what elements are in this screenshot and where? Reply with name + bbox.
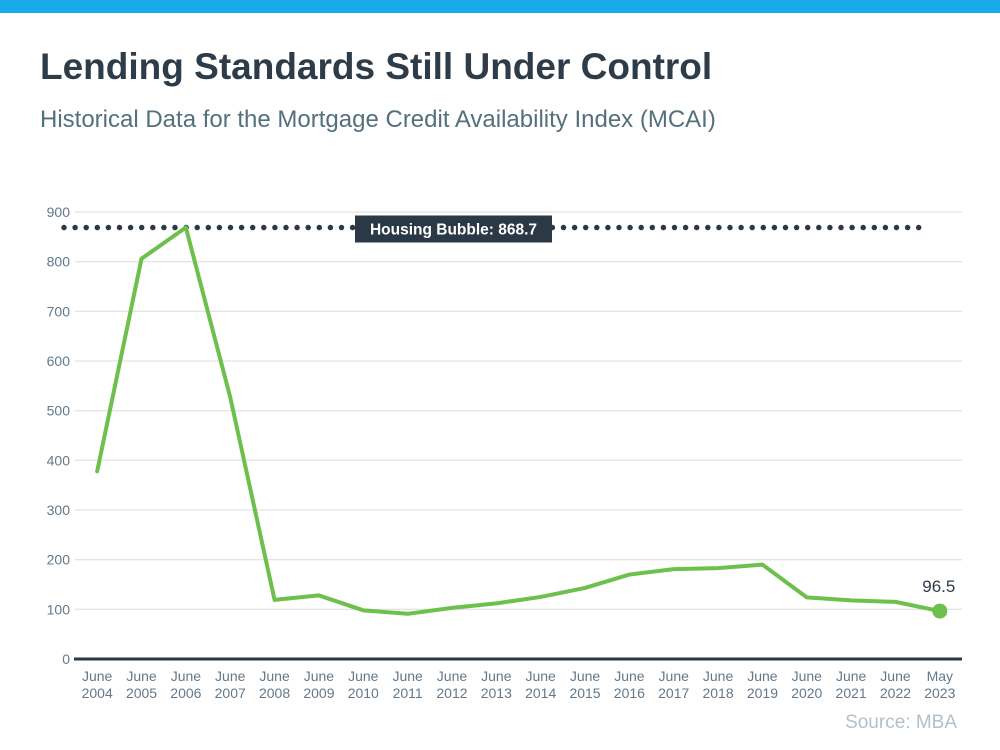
x-axis-tick-label: June 2007 — [215, 668, 246, 701]
y-axis-tick-label: 100 — [47, 601, 71, 617]
source-label: Source: MBA — [845, 712, 957, 733]
x-axis-tick-label: June 2019 — [747, 668, 778, 701]
x-axis-tick-label: June 2008 — [259, 668, 290, 701]
mcai-data-line — [95, 225, 942, 616]
page-subtitle: Historical Data for the Mortgage Credit … — [40, 106, 716, 133]
x-axis-tick-label: June 2013 — [481, 668, 512, 701]
y-axis-tick-label: 600 — [47, 353, 71, 369]
housing-bubble-label-text: Housing Bubble: 868.7 — [370, 222, 537, 239]
x-axis-tick-label: June 2006 — [170, 668, 201, 701]
y-axis-tick-label: 500 — [47, 403, 71, 419]
y-axis-tick-label: 700 — [47, 303, 71, 319]
x-axis-tick-label: June 2021 — [836, 668, 867, 701]
x-axis-tick-label: June 2015 — [569, 668, 600, 701]
x-axis-tick-label: June 2020 — [791, 668, 822, 701]
x-axis-tick-label: June 2012 — [436, 668, 467, 701]
end-value-label: 96.5 — [922, 577, 955, 596]
x-axis-tick-label: June 2009 — [303, 668, 334, 701]
x-axis-tick-label: June 2022 — [880, 668, 911, 701]
y-axis-tick-label: 200 — [47, 552, 71, 568]
y-axis-tick-label: 400 — [47, 452, 71, 468]
x-axis-tick-label: June 2016 — [614, 668, 645, 701]
housing-bubble-label-box — [355, 215, 552, 243]
y-axis-tick-label: 0 — [62, 651, 70, 667]
x-axis-tick-label: June 2017 — [658, 668, 689, 701]
x-axis-tick-label: June 2004 — [82, 668, 113, 701]
x-axis-tick-label: June 2014 — [525, 668, 556, 701]
x-axis-tick-label: June 2005 — [126, 668, 157, 701]
x-axis-tick-label: June 2011 — [392, 668, 423, 701]
x-axis-tick-label: May 2023 — [924, 668, 955, 701]
y-axis-tick-label: 800 — [47, 254, 71, 270]
x-axis-tick-label: June 2010 — [348, 668, 379, 701]
y-axis-tick-label: 300 — [47, 502, 71, 518]
page-title: Lending Standards Still Under Control — [40, 46, 713, 87]
y-axis-tick-label: 900 — [47, 204, 71, 220]
x-axis-tick-label: June 2018 — [702, 668, 733, 701]
top-accent-bar — [0, 0, 1000, 13]
end-point-dot — [932, 603, 948, 619]
